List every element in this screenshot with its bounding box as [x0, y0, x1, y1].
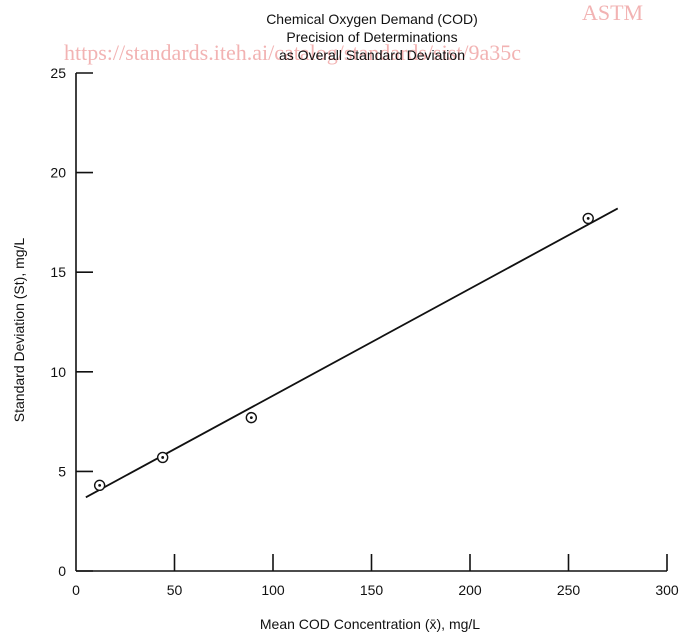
data-point-center [161, 456, 165, 459]
x-tick-label: 50 [167, 582, 183, 598]
y-tick-label: 0 [58, 563, 66, 579]
watermark-mark: ASTM [582, 0, 643, 25]
x-tick-label: 200 [458, 582, 482, 598]
ticks [76, 72, 668, 572]
y-tick-label: 10 [50, 364, 66, 380]
y-axis-label: Standard Deviation (St), mg/L [11, 238, 27, 423]
x-axis-label: Mean COD Concentration (x̄), mg/L [260, 616, 480, 632]
x-tick-label: 150 [360, 582, 384, 598]
data-point-center [98, 483, 102, 487]
data-point-center [586, 217, 590, 220]
fit-line [85, 207, 619, 499]
chart-title-line-1: Chemical Oxygen Demand (COD) [266, 11, 478, 27]
y-tick-label: 15 [50, 264, 66, 280]
watermark-url: https://standards.iteh.ai/catalog/standa… [64, 40, 521, 65]
data-point-center [249, 416, 253, 420]
x-tick-label: 0 [72, 582, 80, 598]
data-points [93, 212, 594, 492]
y-tick-label: 20 [50, 165, 66, 181]
x-tick-label: 300 [655, 582, 679, 598]
y-tick-label: 5 [58, 463, 66, 479]
x-tick-label: 250 [557, 582, 581, 598]
axes [75, 73, 667, 572]
x-tick-label: 100 [261, 582, 285, 598]
fit-line-group [85, 207, 619, 499]
y-tick-label: 25 [50, 65, 66, 81]
chart-title-line-2: Precision of Determinations [286, 29, 457, 45]
chart-title-line-3: as Overall Standard Deviation [279, 47, 465, 63]
